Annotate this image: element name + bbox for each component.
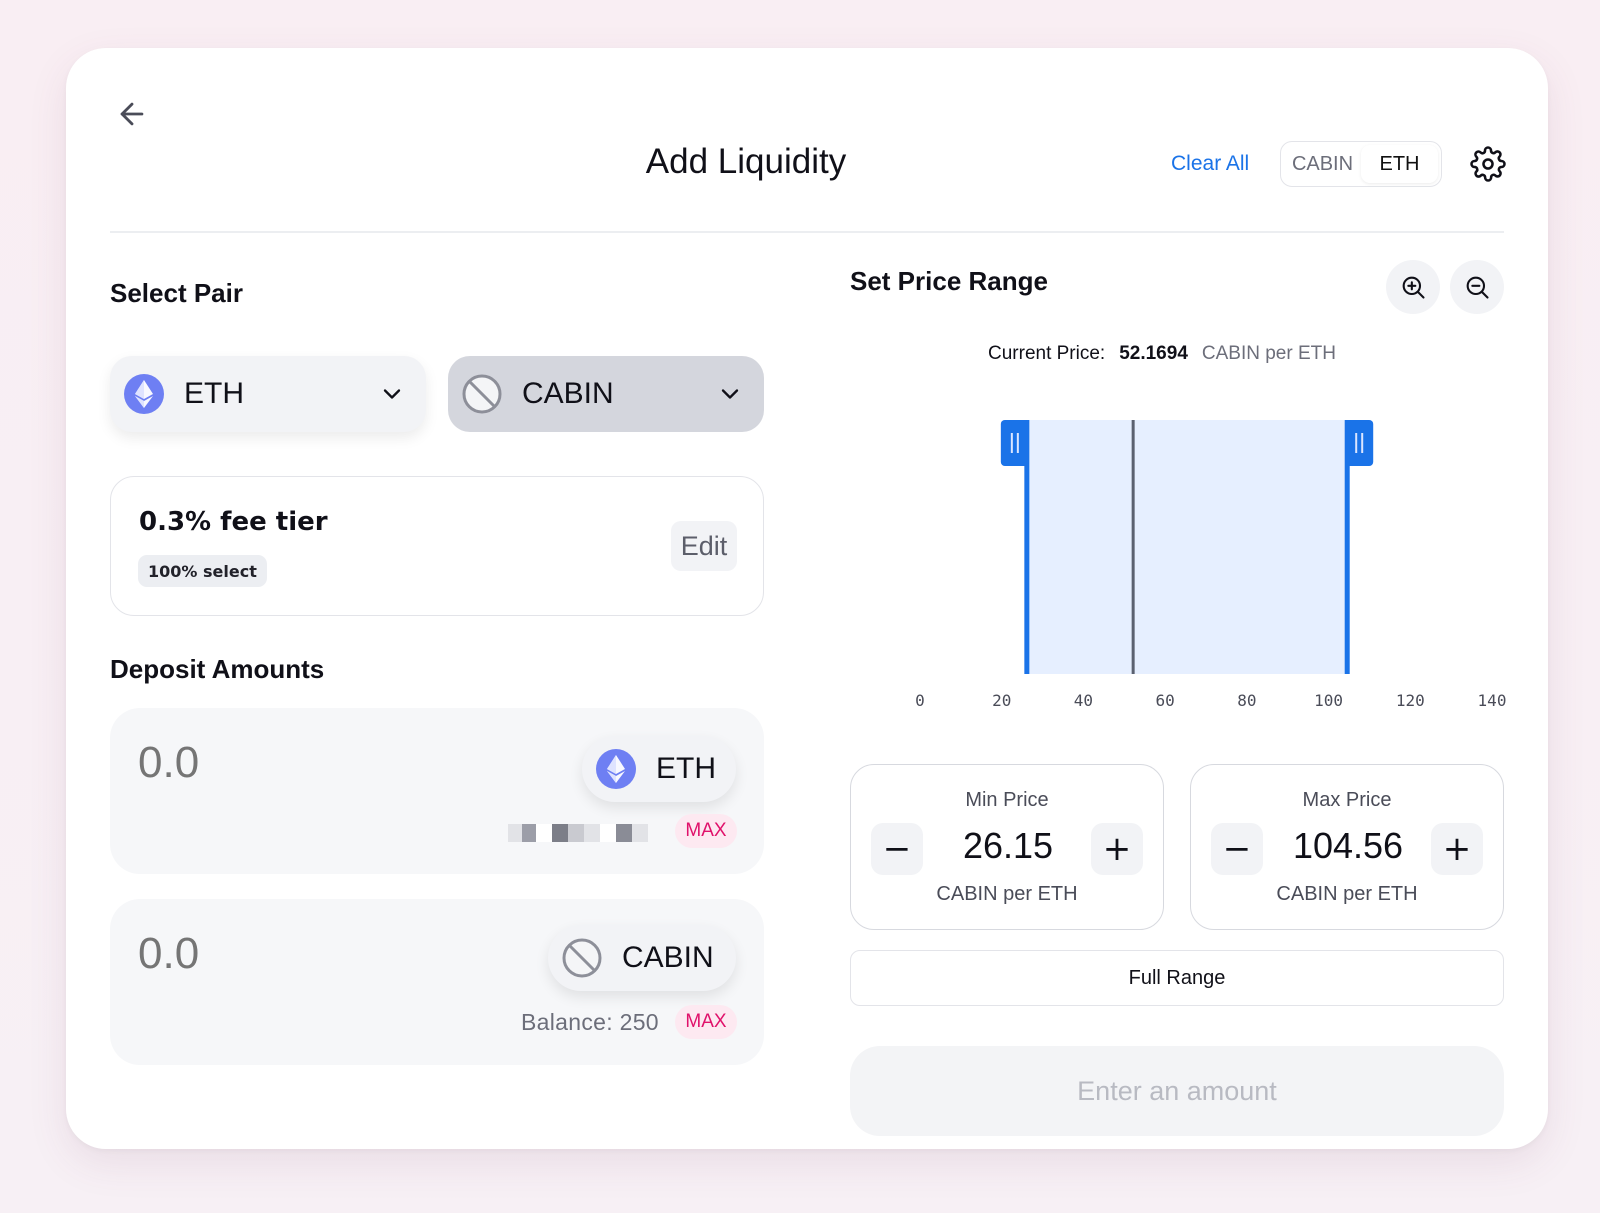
token-b-amount-input[interactable] [138, 929, 438, 979]
toggle-option-eth[interactable]: ETH [1361, 145, 1438, 183]
ethereum-icon [124, 374, 164, 414]
x-tick-label: 20 [992, 691, 1011, 710]
chevron-down-icon [383, 389, 401, 399]
max-price-increment-button[interactable]: + [1431, 823, 1483, 875]
token-b-select[interactable]: CABIN [448, 356, 764, 432]
zoom-in-icon [1402, 276, 1425, 299]
zoom-in-button[interactable] [1386, 260, 1440, 314]
min-price-value[interactable]: 26.15 [962, 825, 1054, 866]
max-price-label: Max Price [1302, 789, 1392, 811]
ethereum-icon [596, 749, 636, 789]
current-price: Current Price: 52.1694 CABIN per ETH [988, 343, 1336, 365]
clear-all-button[interactable]: Clear All [1171, 152, 1250, 175]
deposit-token-a-symbol: ETH [656, 752, 716, 785]
token-a-symbol: ETH [184, 377, 244, 410]
x-tick-label: 60 [1156, 691, 1175, 710]
token-a-max-button[interactable]: MAX [675, 814, 737, 848]
fee-tier-card: 0.3% fee tier 100% select Edit [110, 476, 764, 616]
max-price-decrement-button[interactable]: − [1211, 823, 1263, 875]
x-tick-label: 120 [1396, 691, 1425, 710]
max-price-value[interactable]: 104.56 [1292, 825, 1404, 866]
deposit-token-a-button[interactable]: ETH [582, 736, 736, 802]
chevron-down-icon [721, 389, 739, 399]
price-range-chart[interactable]: 0 20 40 60 80 100 120 140 [896, 398, 1556, 728]
x-tick-label: 140 [1478, 691, 1507, 710]
minus-icon: − [1222, 829, 1252, 869]
arrow-left-icon [120, 102, 144, 126]
x-tick-label: 100 [1314, 691, 1343, 710]
min-price-label: Min Price [965, 789, 1049, 811]
token-a-balance-placeholder [508, 824, 654, 842]
header-divider [110, 231, 1504, 233]
no-logo-icon [562, 938, 602, 978]
fee-tier-selection-badge: 100% select [138, 555, 267, 587]
full-range-button[interactable]: Full Range [850, 950, 1504, 1006]
zoom-out-button[interactable] [1450, 260, 1504, 314]
token-a-select[interactable]: ETH [110, 356, 426, 432]
token-b-symbol: CABIN [522, 377, 614, 410]
current-price-value: 52.1694 [1119, 343, 1188, 364]
deposit-token-b-button[interactable]: CABIN [548, 925, 736, 991]
token-a-amount-input[interactable] [138, 738, 438, 788]
selected-range-area [1026, 420, 1348, 674]
x-tick-label: 40 [1074, 691, 1093, 710]
submit-button[interactable]: Enter an amount [850, 1046, 1504, 1136]
token-b-max-button[interactable]: MAX [675, 1005, 737, 1039]
min-price-unit: CABIN per ETH [936, 883, 1078, 905]
settings-button[interactable] [1466, 142, 1510, 186]
no-logo-icon [462, 374, 502, 414]
token-b-balance: Balance: 250 [521, 1009, 659, 1035]
minus-icon: − [882, 829, 912, 869]
min-price-increment-button[interactable]: + [1091, 823, 1143, 875]
min-price-decrement-button[interactable]: − [871, 823, 923, 875]
toggle-option-cabin[interactable]: CABIN [1291, 152, 1354, 175]
deposit-box-token-b: CABIN Balance: 250 MAX [110, 899, 764, 1065]
min-range-handle[interactable] [1000, 420, 1029, 466]
edit-fee-tier-button[interactable]: Edit [671, 521, 737, 571]
max-price-unit: CABIN per ETH [1276, 883, 1418, 905]
deposit-token-b-symbol: CABIN [622, 941, 714, 974]
set-price-range-title: Set Price Range [850, 266, 1048, 296]
plus-icon: + [1102, 829, 1132, 869]
current-price-unit: CABIN per ETH [1201, 343, 1336, 364]
select-pair-title: Select Pair [110, 278, 243, 308]
min-price-box: Min Price − 26.15 + CABIN per ETH [850, 764, 1164, 930]
back-button[interactable] [110, 92, 154, 136]
fee-tier-label: 0.3% fee tier [139, 507, 328, 537]
plus-icon: + [1442, 829, 1472, 869]
gear-icon [1470, 146, 1506, 182]
zoom-out-icon [1466, 276, 1489, 299]
page-title: Add Liquidity [645, 142, 847, 181]
x-tick-label: 80 [1237, 691, 1256, 710]
add-liquidity-card: Add Liquidity Clear All CABIN ETH Select… [66, 48, 1548, 1149]
deposit-amounts-title: Deposit Amounts [110, 654, 325, 684]
denomination-toggle: CABIN ETH [1280, 141, 1442, 187]
max-price-box: Max Price − 104.56 + CABIN per ETH [1190, 764, 1504, 930]
deposit-box-token-a: ETH MAX [110, 708, 764, 874]
x-tick-label: 0 [915, 691, 925, 710]
current-price-label: Current Price: [988, 343, 1106, 364]
max-range-handle[interactable] [1345, 420, 1374, 466]
